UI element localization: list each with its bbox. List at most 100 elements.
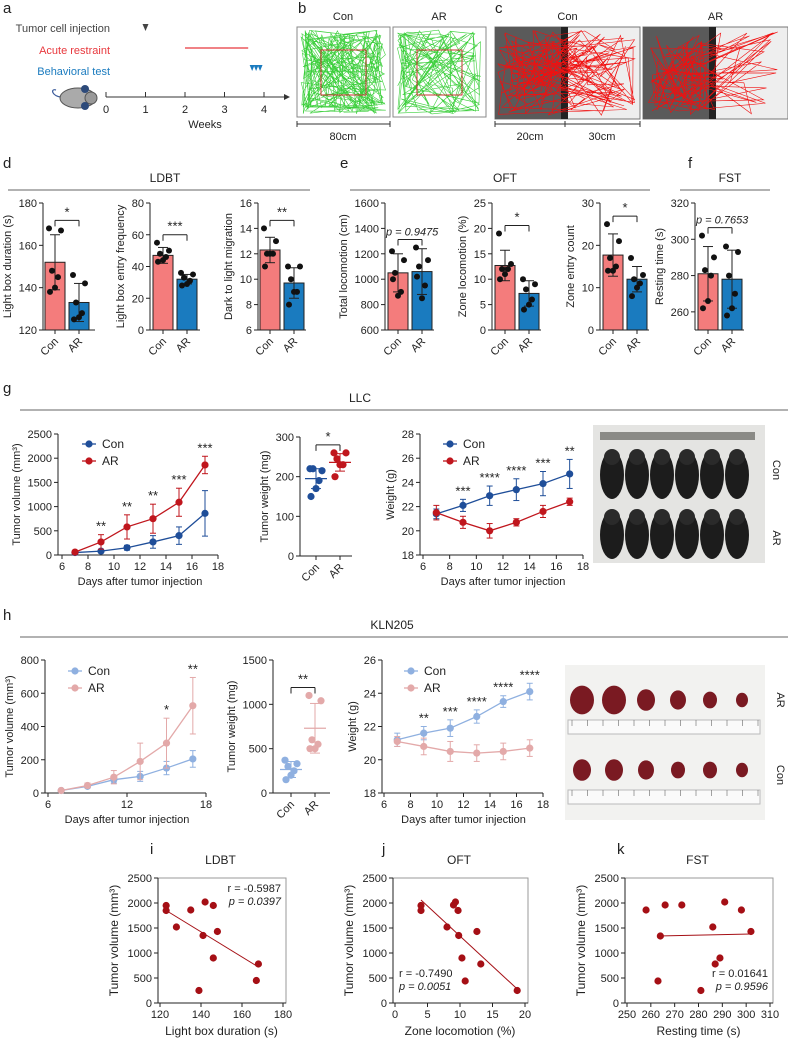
mouse [700, 511, 724, 559]
data-point [604, 221, 610, 228]
data-point [261, 225, 267, 232]
y-tick-label: 1000 [363, 948, 387, 960]
mouse-head [679, 509, 695, 525]
x-tick-label: 300 [737, 1009, 755, 1021]
data-point [729, 305, 735, 312]
data-point [521, 306, 527, 313]
series-line [436, 501, 570, 532]
x-tick-label: 290 [713, 1009, 731, 1021]
chart-d1: 120 140 160 180 Light box duration (s) Con AR * [2, 198, 95, 358]
correlation-annotation: r = 0.01641 [712, 968, 768, 980]
mouse-head [629, 449, 645, 465]
data-point [697, 986, 705, 995]
data-point [711, 254, 717, 261]
data-point [262, 263, 268, 270]
y-tick-label: 0 [613, 998, 619, 1010]
y-tick-label: 2500 [28, 429, 52, 441]
significance-label: ** [96, 519, 106, 534]
x-tick-label: 14 [484, 799, 496, 811]
data-point [726, 272, 732, 279]
y-tick-label: 0 [33, 788, 39, 800]
x-tick-label: 8 [447, 561, 453, 573]
significance-label: ** [565, 443, 575, 458]
data-point [267, 250, 273, 257]
x-tick-label: 160 [233, 1009, 251, 1021]
y-tick-label: 22 [402, 502, 414, 514]
data-point [311, 745, 319, 753]
legend-label: Con [88, 664, 110, 678]
y-tick-label: 1000 [243, 699, 267, 711]
y-tick-label: 0 [288, 551, 294, 563]
y-tick-label: 200 [21, 755, 39, 767]
chart-g2: 0 100 200 300 Tumor weight (mg) Con AR * [259, 429, 352, 584]
series-line [61, 758, 194, 792]
x-tick-label: 310 [761, 1009, 779, 1021]
y-tick-label: 800 [21, 655, 39, 667]
y-tick-label: 1200 [355, 249, 379, 261]
tumor [703, 761, 717, 779]
x-tick-label: 8 [407, 799, 413, 811]
data-point [605, 267, 611, 274]
legend-label: AR [424, 681, 441, 695]
y-tick-label: 1500 [595, 923, 619, 935]
data-point [496, 230, 502, 237]
y-tick-label: 6 [246, 325, 252, 337]
y-axis-label: Tumor volume (mm³) [342, 885, 356, 997]
data-point [413, 244, 419, 251]
data-point [82, 280, 88, 287]
data-point [566, 470, 574, 478]
data-point [513, 986, 521, 995]
behavior-test-marker-icon [249, 65, 255, 71]
data-point [508, 260, 514, 267]
x-tick-label: AR [516, 336, 535, 355]
data-point [420, 729, 428, 737]
data-point [607, 255, 613, 262]
photo-label-con: Con [774, 765, 786, 785]
data-point [199, 931, 207, 940]
data-point [254, 960, 262, 968]
chart-e1: 600 800 1000 1200 1400 1600 Total locomotion (… [338, 198, 439, 358]
x-axis-label: Days after tumor injection [441, 576, 566, 588]
data-point [342, 449, 350, 457]
x-axis-label: Zone locomotion (%) [405, 1024, 516, 1038]
series-line [397, 740, 530, 754]
y-tick-label: 28 [402, 429, 414, 441]
data-point [459, 501, 467, 509]
y-tick-label: 1500 [128, 923, 152, 935]
y-tick-label: 100 [276, 511, 294, 523]
y-tick-label: 8 [246, 300, 252, 312]
significance-label: *** [197, 440, 212, 455]
legend-marker [85, 457, 93, 465]
data-point [529, 296, 535, 303]
data-point [711, 960, 719, 968]
y-axis-label: Resting time (s) [654, 228, 666, 305]
x-tick-label: 270 [665, 1009, 683, 1021]
x-tick-label: 16 [510, 799, 522, 811]
x-axis-label: Days after tumor injection [65, 814, 190, 826]
mouse [625, 451, 649, 499]
x-tick-label: 250 [618, 1009, 636, 1021]
mouse-head [704, 509, 720, 525]
y-tick-label: 16 [240, 198, 252, 210]
scale-bar-label: 30cm [589, 131, 616, 143]
data-point [213, 927, 221, 936]
data-point [195, 986, 203, 995]
center-zone [320, 49, 367, 96]
x-tick-label: 260 [642, 1009, 660, 1021]
y-tick-label: 0 [588, 325, 594, 337]
series-line [74, 464, 206, 553]
data-point [123, 544, 131, 552]
legend-label: AR [88, 681, 105, 695]
y-tick-label: 1500 [363, 923, 387, 935]
data-point [187, 906, 195, 914]
panel-letter-i: i [150, 841, 153, 858]
data-point [157, 250, 163, 257]
legend-marker [446, 440, 454, 448]
data-point [71, 548, 79, 556]
arena-label: Con [333, 11, 353, 23]
legend-marker [71, 684, 79, 692]
panel-letter-c: c [495, 0, 503, 17]
data-point [312, 484, 320, 493]
mouse-head [679, 449, 695, 465]
legend-marker [407, 684, 415, 692]
